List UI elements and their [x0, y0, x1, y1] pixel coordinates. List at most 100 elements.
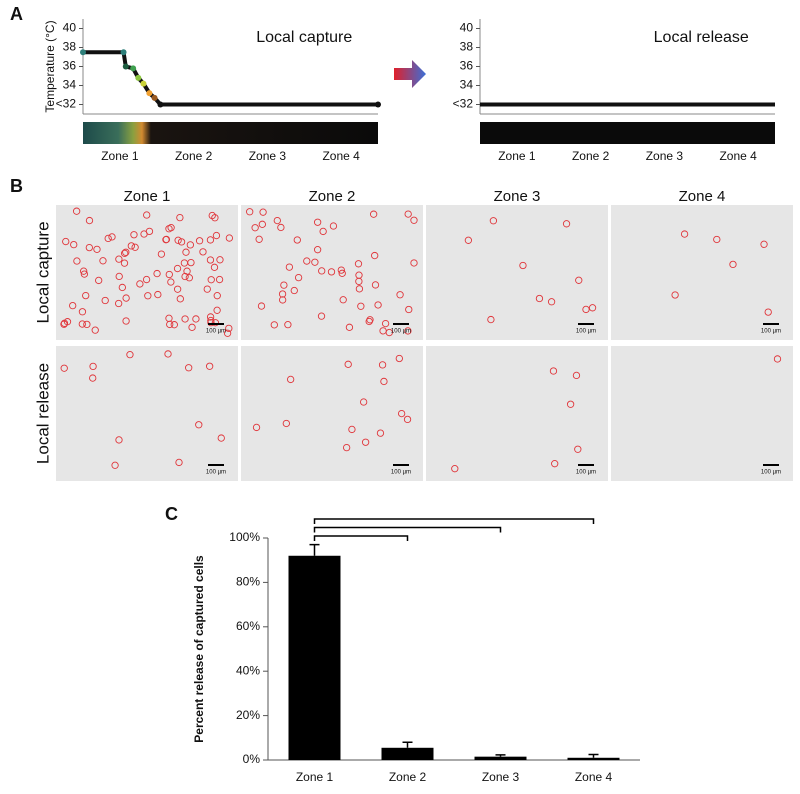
column-header: Zone 4 [679, 188, 726, 205]
micrograph [241, 346, 423, 481]
cell-marker [729, 260, 737, 269]
cell-marker [153, 269, 161, 278]
arrow [394, 60, 426, 88]
cell-marker [303, 257, 311, 265]
cell-marker [225, 324, 233, 333]
cell-marker [397, 409, 406, 418]
cell-marker [176, 213, 184, 222]
cell-marker [170, 321, 178, 329]
cell-marker [181, 315, 189, 323]
scale-bar-label: 100 µm [206, 329, 226, 335]
cell-marker [122, 294, 130, 302]
cell-marker [360, 398, 368, 406]
cell-marker [73, 257, 81, 265]
cell-marker [259, 208, 267, 216]
cell-marker [195, 421, 203, 429]
cell-marker [216, 256, 224, 264]
bar [567, 757, 620, 760]
cell-marker [535, 294, 544, 303]
cell-marker [519, 261, 527, 270]
cell-marker [182, 248, 190, 256]
cell-marker [277, 223, 285, 232]
temperature-line [83, 50, 378, 107]
cell-marker [173, 264, 182, 273]
cell-marker [378, 361, 387, 369]
cell-marker [215, 275, 224, 284]
bar [288, 555, 341, 760]
cell-marker [143, 211, 151, 219]
cell-marker [252, 423, 261, 432]
y-axis-label: Temperature (°C) [43, 20, 57, 112]
y-tick-label: 0% [243, 752, 261, 766]
zone-label: Zone 2 [175, 149, 213, 163]
cell-marker [255, 235, 263, 243]
cell-marker [294, 273, 303, 282]
cell-marker [760, 240, 768, 248]
cell-marker [355, 285, 364, 293]
cell-marker [588, 304, 597, 312]
cell-marker [140, 230, 148, 238]
cell-marker [212, 231, 221, 240]
cell-marker [154, 290, 162, 299]
cell-marker [177, 238, 186, 246]
cell-marker [95, 276, 103, 285]
zone-label: Zone 1 [498, 149, 536, 163]
significance-bracket [313, 526, 502, 533]
cell-marker [186, 241, 194, 249]
cell-marker [293, 236, 301, 244]
cell-marker [404, 210, 412, 218]
cell-marker [258, 220, 266, 228]
cell-marker [329, 222, 338, 230]
cell-marker [167, 278, 175, 286]
cell-marker [246, 208, 254, 216]
cell-marker [60, 364, 68, 372]
cell-marker [313, 218, 322, 226]
cell-marker [211, 319, 220, 327]
cell-marker [207, 319, 215, 327]
cell-marker [217, 434, 225, 442]
cell-marker [280, 281, 288, 289]
cell-marker [366, 316, 374, 324]
cell-marker [680, 230, 689, 238]
cell-marker [566, 400, 575, 408]
cell-marker [82, 291, 90, 300]
cell-marker [278, 290, 287, 298]
cell-marker [287, 375, 295, 384]
cell-marker [549, 367, 558, 375]
cell-marker [337, 266, 345, 274]
cell-marker [131, 243, 139, 251]
cell-marker [344, 360, 352, 368]
cell-marker [188, 323, 196, 331]
micrograph [241, 205, 423, 340]
cell-marker [369, 210, 378, 218]
cell-marker [91, 326, 99, 334]
cell-marker [210, 263, 219, 271]
cell-marker [225, 234, 234, 242]
cell-marker [395, 354, 403, 363]
cell-marker [164, 350, 172, 358]
cell-marker [93, 245, 101, 253]
temperature-point [375, 101, 381, 108]
scale-bar-label: 100 µm [761, 329, 781, 335]
temperature-point [151, 94, 158, 101]
temperature-point [130, 65, 137, 72]
cell-marker [345, 323, 354, 331]
cell-marker [206, 256, 215, 264]
cell-marker [120, 259, 129, 267]
cell-marker [381, 319, 390, 328]
micrograph [611, 346, 793, 481]
cell-marker [79, 267, 88, 275]
cell-marker [180, 259, 189, 267]
cell-marker [192, 315, 200, 323]
x-tick-label: Zone 2 [389, 770, 427, 784]
cell-marker [108, 233, 116, 241]
cell-marker [130, 231, 138, 239]
cell-marker [181, 272, 189, 281]
cell-marker [338, 269, 346, 277]
y-tick-label: 40 [460, 21, 474, 35]
cell-marker [78, 308, 87, 316]
cell-marker [115, 255, 123, 263]
temperature-point [140, 80, 147, 87]
